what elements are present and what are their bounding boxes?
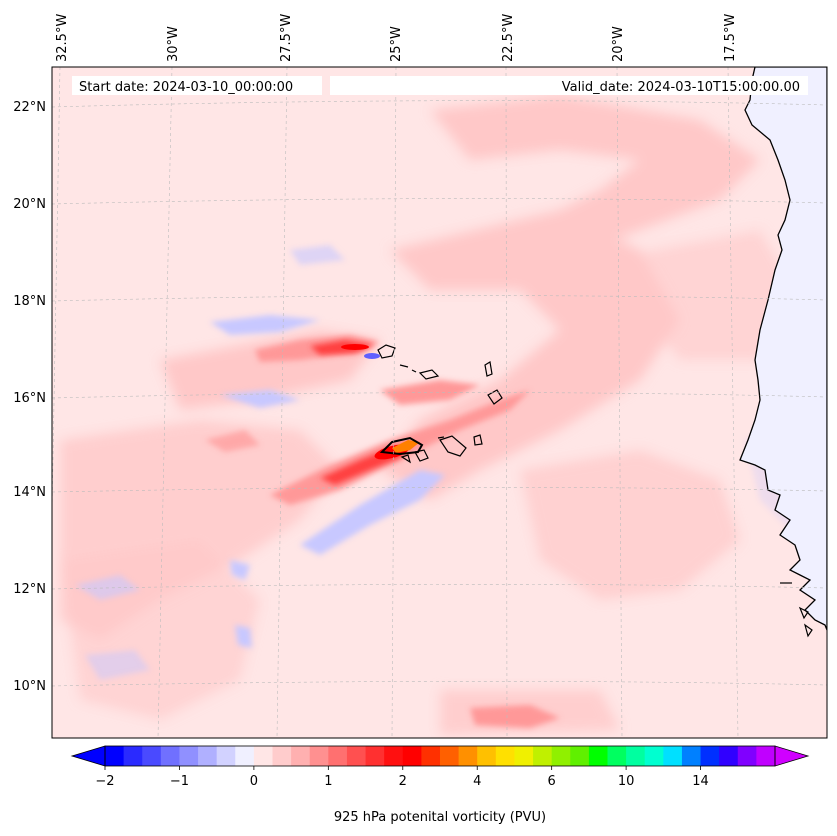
colorbar-swatch <box>737 746 757 766</box>
colorbar-tick-label: 10 <box>618 774 635 789</box>
colorbar-swatch <box>756 746 776 766</box>
start-date-label: Start date: 2024-03-10_00:00:00 <box>79 80 293 95</box>
colorbar-swatch <box>551 746 571 766</box>
colorbar-swatch <box>160 746 180 766</box>
colorbar-swatch <box>570 746 590 766</box>
colorbar-swatch <box>365 746 385 766</box>
lon-label: 20°W <box>611 26 626 62</box>
colorbar-tick-label: −1 <box>170 774 189 789</box>
start-date-box <box>72 76 322 95</box>
colorbar-swatch <box>458 746 478 766</box>
pv-max-orange <box>392 440 420 453</box>
lat-label: 16°N <box>13 391 46 406</box>
colorbar-swatch <box>700 746 720 766</box>
cape-verde-islands <box>377 344 503 464</box>
colorbar-swatch <box>198 746 218 766</box>
longitude-labels: 32.5°W 30°W 27.5°W 25°W 22.5°W 20°W 17.5… <box>55 14 738 62</box>
colorbar-swatch <box>681 746 702 766</box>
colorbar-swatch <box>272 746 292 766</box>
lat-label: 12°N <box>13 582 46 597</box>
colorbar-swatch <box>607 746 627 766</box>
colorbar-ticks: −2 −1 0 1 2 4 6 10 14 <box>95 766 709 789</box>
colorbar-swatch <box>514 746 534 766</box>
colorbar-swatch <box>179 746 199 766</box>
colorbar-swatch <box>142 746 162 766</box>
colorbar-label: 925 hPa potenital vorticity (PVU) <box>334 810 546 825</box>
colorbar-frame <box>104 745 776 767</box>
colorbar-under-arrow <box>70 745 106 767</box>
valid-date-box <box>330 76 808 95</box>
map-gridlines <box>52 67 827 738</box>
colorbar-over-arrow <box>774 745 810 767</box>
africa-land <box>739 67 827 631</box>
colorbar-swatch <box>309 746 329 766</box>
colorbar-tick-label: 1 <box>324 774 332 789</box>
latitude-labels: 22°N 20°N 18°N 16°N 14°N 12°N 10°N <box>13 100 46 694</box>
pv-min-blue <box>364 353 380 359</box>
lon-label: 25°W <box>389 26 404 62</box>
colorbar-swatch <box>477 746 497 766</box>
colorbar: −2 −1 0 1 2 4 6 10 14 925 hPa potenital vorticit… <box>70 745 810 825</box>
lon-label: 32.5°W <box>55 14 70 62</box>
colorbar-tick-label: −2 <box>95 774 114 789</box>
lat-label: 18°N <box>13 294 46 309</box>
lat-label: 20°N <box>13 197 46 212</box>
colorbar-swatch <box>235 746 255 766</box>
colorbar-swatch <box>440 746 460 766</box>
colorbar-swatch <box>663 746 683 766</box>
colorbar-swatch <box>105 746 125 766</box>
colorbar-swatch <box>346 746 367 766</box>
lat-label: 14°N <box>13 485 46 500</box>
colorbar-tick-label: 2 <box>399 774 407 789</box>
colorbar-swatches <box>105 746 776 766</box>
map-frame <box>51 66 828 739</box>
colorbar-swatch <box>644 746 664 766</box>
colorbar-tick-label: 4 <box>473 774 481 789</box>
colorbar-swatch <box>533 746 553 766</box>
colorbar-swatch <box>719 746 739 766</box>
lat-label: 10°N <box>13 679 46 694</box>
valid-date-label: Valid_date: 2024-03-10T15:00:00.00 <box>562 80 800 95</box>
lon-label: 27.5°W <box>279 14 294 62</box>
colorbar-swatch <box>291 746 311 766</box>
colorbar-tick-label: 0 <box>250 774 258 789</box>
lon-label: 17.5°W <box>723 14 738 62</box>
coastline-islands-africa <box>780 582 813 638</box>
colorbar-swatch <box>421 746 441 766</box>
colorbar-tick-label: 6 <box>548 774 556 789</box>
colorbar-swatch <box>588 746 608 766</box>
colorbar-swatch <box>402 746 422 766</box>
lon-label: 30°W <box>166 26 181 62</box>
colorbar-tick-label: 14 <box>692 774 709 789</box>
colorbar-swatch <box>253 746 273 766</box>
colorbar-swatch <box>216 746 236 766</box>
colorbar-swatch <box>495 746 515 766</box>
lat-label: 22°N <box>13 100 46 115</box>
map-panel <box>52 67 827 738</box>
colorbar-swatch <box>384 746 404 766</box>
colorbar-swatch <box>123 746 143 766</box>
lon-label: 22.5°W <box>501 14 516 62</box>
colorbar-swatch <box>626 746 646 766</box>
colorbar-swatch <box>328 746 348 766</box>
